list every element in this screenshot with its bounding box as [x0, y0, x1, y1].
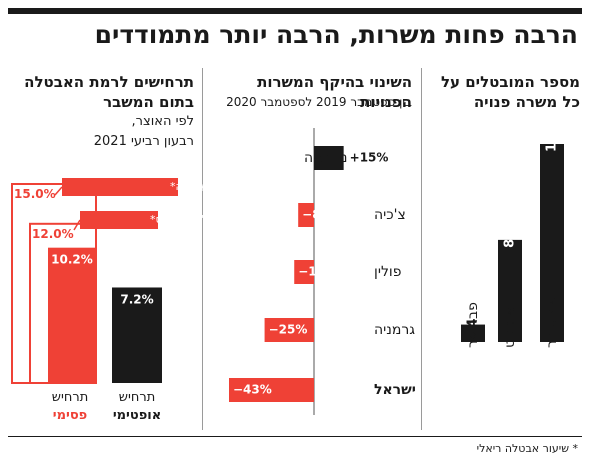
month-label: פברואר: [465, 302, 481, 348]
change-value-label: −10%: [298, 265, 337, 279]
vacancy-ratio-title: מספר המובטלים על כל משרה פנויה: [440, 73, 580, 111]
country-label: צ'כיה: [374, 207, 406, 223]
country-label: פולין: [374, 264, 401, 280]
legend-cbs-label: לפי הלמ"ס*: [150, 213, 208, 226]
optimistic-bar: [112, 287, 162, 383]
change-bar-negative: [298, 203, 314, 227]
legend-tag-employment: [62, 178, 178, 196]
ratio-bar: [540, 144, 564, 342]
vacancy-change-title: השינוי בהיקף המשרות הפנויות: [257, 73, 412, 111]
vacancy-change-subtitle: בין ספטמבר 2019 לספטמבר 2020: [226, 95, 412, 109]
pessimistic-value-label: 10.2%: [51, 253, 93, 267]
legend-connector: [54, 186, 63, 196]
employment-value-label: 15.0%: [14, 187, 56, 201]
change-value-label: +15%: [350, 151, 389, 165]
ratio-bar: [461, 324, 485, 342]
change-bar-negative: [229, 378, 314, 402]
country-label: ישראל: [374, 382, 416, 398]
change-bar-negative: [264, 318, 314, 342]
scenario-label: תרחיש: [52, 390, 89, 405]
change-value-label: −43%: [233, 383, 272, 397]
country-label: נורבגיה: [304, 150, 347, 166]
change-bar-negative: [294, 260, 314, 284]
scenario-label: אופטימי: [113, 408, 161, 423]
change-value-label: −25%: [269, 323, 308, 337]
footnote: * שיעור אבטלה ריאלי: [476, 442, 578, 455]
legend-employment-label: שיעור התעסוקה*: [170, 180, 252, 193]
scenario-title: תרחישים לרמת האבטלה בתום המשבר: [24, 73, 194, 111]
ratio-bar: [498, 239, 522, 342]
ratio-value-label: 15.9: [545, 120, 560, 152]
scenario-label: תרחיש: [119, 390, 156, 405]
panel-divider-right: [421, 68, 422, 430]
country-label: גרמניה: [374, 322, 415, 338]
bottom-rule: [8, 436, 582, 437]
scenario-label: פסימי: [53, 408, 87, 423]
cbs-value-label: 12.0%: [32, 227, 74, 241]
change-value-label: −8%: [302, 208, 332, 222]
legend-tag-cbs: [80, 211, 158, 229]
pessimistic-bar: [48, 247, 96, 383]
ratio-value-label: 8.2: [503, 225, 518, 248]
change-bar-positive: [314, 146, 344, 170]
scenario-subtitle-line1: לפי האוצר,: [131, 114, 194, 129]
top-rule: [8, 8, 582, 14]
panel-divider-left: [202, 68, 203, 430]
optimistic-value-label: 7.2%: [120, 292, 153, 306]
page-headline: הרבה פחות משרות, הרבה יותר מתמודדים: [94, 20, 578, 49]
scenario-subtitle-line2: רבעון רביעי 2021: [93, 134, 194, 149]
month-label: אוגוסט: [502, 307, 518, 348]
month-label: אוקטובר: [544, 296, 560, 348]
legend-connector: [73, 219, 81, 231]
ratio-value-label: 1.4: [466, 319, 481, 342]
